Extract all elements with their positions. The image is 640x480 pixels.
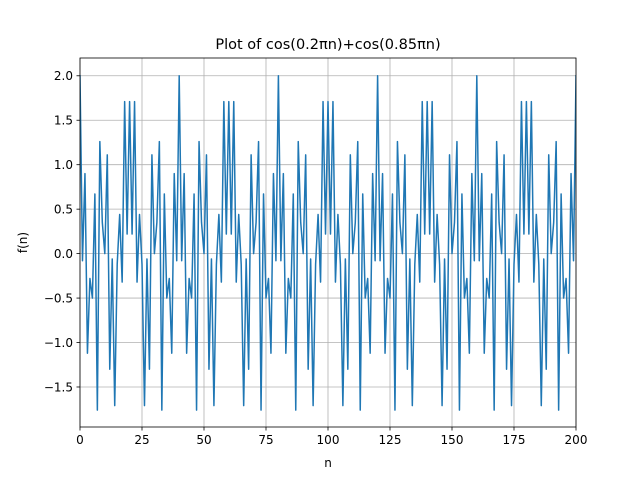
y-tick-label: 2.0	[54, 69, 73, 83]
x-tick-label: 150	[441, 433, 464, 447]
y-tick-label: −1.0	[44, 336, 73, 350]
chart-title: Plot of cos(0.2πn)+cos(0.85πn)	[215, 37, 440, 53]
x-tick-label: 50	[196, 433, 211, 447]
x-tick-label: 0	[76, 433, 84, 447]
x-tick-label: 200	[565, 433, 588, 447]
y-tick-label: 0.0	[54, 247, 73, 261]
x-tick-label: 25	[134, 433, 149, 447]
x-axis-label: n	[324, 456, 332, 470]
x-tick-label: 125	[379, 433, 402, 447]
x-tick-label: 100	[317, 433, 340, 447]
y-tick-label: −0.5	[44, 291, 73, 305]
series-line	[80, 75, 576, 411]
plot-frame	[79, 57, 577, 428]
x-tick-label: 175	[503, 433, 526, 447]
axis-ticks: 0 25 50 75 100 125 150 175 200 −1.5 −1.0 −0.5 0.0 0.5…	[44, 69, 588, 447]
series-layer	[80, 75, 576, 411]
x-tick-label: 75	[258, 433, 273, 447]
y-tick-label: 1.5	[54, 114, 73, 128]
y-tick-label: 0.5	[54, 202, 73, 216]
y-axis-label: f(n)	[16, 232, 30, 253]
y-tick-label: −1.5	[44, 380, 73, 394]
y-tick-label: 1.0	[54, 158, 73, 172]
